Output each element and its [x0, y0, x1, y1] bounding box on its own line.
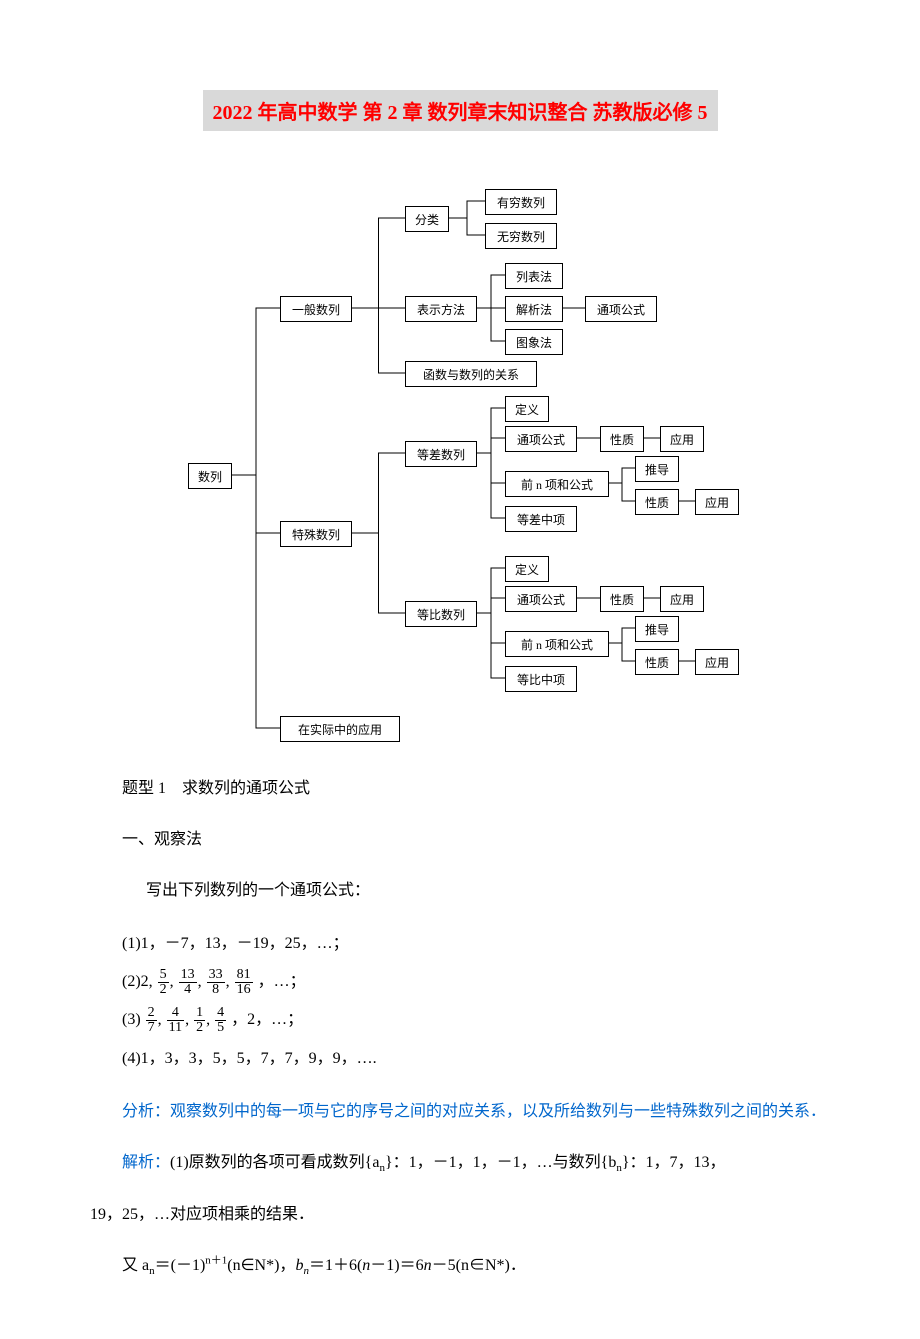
diagram-node: 函数与数列的关系 — [405, 361, 537, 387]
diagram-node: 列表法 — [505, 263, 563, 289]
sequence-1: (1)1，－7，13，－19，25，…； — [122, 925, 830, 963]
fraction: 338 — [207, 968, 225, 997]
diagram-node: 定义 — [505, 556, 549, 582]
title-wrap: 2022 年高中数学 第 2 章 数列章末知识整合 苏教版必修 5 — [90, 90, 830, 151]
example-icon — [122, 883, 140, 901]
sequence-2: (2)2, 52, 134, 338, 8116 ，…； — [122, 963, 830, 1001]
sol3-mid3: －1)＝6 — [370, 1257, 423, 1274]
seq2-prefix: (2)2, — [122, 973, 153, 990]
diagram-node: 表示方法 — [405, 296, 477, 322]
diagram-node: 等差数列 — [405, 441, 477, 467]
diagram-node: 通项公式 — [505, 426, 577, 452]
seq2-suffix: ，…； — [258, 973, 306, 990]
solution-line-3: 又 an＝(－1)n＋1(n∈N*)，bn＝1＋6(n－1)＝6n－5(n∈N*… — [90, 1248, 830, 1283]
diagram-node: 推导 — [635, 616, 679, 642]
diagram-node: 前 n 项和公式 — [505, 631, 609, 657]
diagram-node: 应用 — [660, 586, 704, 612]
diagram-node: 等差中项 — [505, 506, 577, 532]
sol3-pre: 又 a — [122, 1257, 149, 1274]
diagram-node: 特殊数列 — [280, 521, 352, 547]
solution-label: 解析： — [122, 1154, 170, 1171]
sol3-mid2: ＝1＋6( — [309, 1257, 362, 1274]
diagram-node: 性质 — [600, 426, 644, 452]
diagram-node: 前 n 项和公式 — [505, 471, 609, 497]
sequence-3: (3) 27, 411, 12, 45 ，2，…； — [122, 1001, 830, 1039]
fraction: 27 — [146, 1006, 157, 1035]
diagram-node: 等比数列 — [405, 601, 477, 627]
sol3-end: －5(n∈N*)． — [432, 1257, 526, 1274]
diagram-node: 应用 — [695, 649, 739, 675]
analysis-text: 观察数列中的每一项与它的序号之间的对应关系，以及所给数列与一些特殊数列之间的关系… — [170, 1103, 826, 1120]
page-title: 2022 年高中数学 第 2 章 数列章末知识整合 苏教版必修 5 — [203, 90, 718, 131]
document-page: 2022 年高中数学 第 2 章 数列章末知识整合 苏教版必修 5 数列 一般数列… — [0, 0, 920, 1339]
solution-line-1: 解析：(1)原数列的各项可看成数列{an}：1，－1，1，－1，…与数列{bn}… — [90, 1145, 830, 1180]
diagram-node: 定义 — [505, 396, 549, 422]
seq3-suffix: ，2，…； — [231, 1011, 303, 1028]
solution-line-2: 19，25，…对应项相乘的结果． — [90, 1197, 830, 1232]
diagram-node: 有穷数列 — [485, 189, 557, 215]
diagram-node: 数列 — [188, 463, 232, 489]
diagram-node: 应用 — [660, 426, 704, 452]
sequence-4: (4)1，3，3，5，5，7，7，9，9，…. — [122, 1040, 830, 1078]
diagram-node: 应用 — [695, 489, 739, 515]
analysis-label: 分析： — [122, 1103, 170, 1120]
diagram-node: 在实际中的应用 — [280, 716, 400, 742]
solution-text-1b: }：1，－1，1，－1，…与数列{b — [385, 1154, 616, 1171]
diagram-node: 性质 — [600, 586, 644, 612]
topic-heading: 题型 1 求数列的通项公式 — [90, 771, 830, 806]
diagram-node: 图象法 — [505, 329, 563, 355]
diagram-node: 分类 — [405, 206, 449, 232]
sol3-n2: n — [424, 1257, 432, 1274]
diagram-node: 推导 — [635, 456, 679, 482]
solution-text-1c: }：1，7，13， — [622, 1154, 726, 1171]
fraction: 134 — [179, 968, 197, 997]
example-intro-text: 写出下列数列的一个通项公式： — [146, 882, 370, 899]
fraction: 8116 — [235, 968, 253, 997]
diagram-node: 通项公式 — [585, 296, 657, 322]
example-intro: 写出下列数列的一个通项公式： — [90, 873, 830, 908]
fraction: 411 — [167, 1006, 184, 1035]
diagram-node: 等比中项 — [505, 666, 577, 692]
analysis-paragraph: 分析：观察数列中的每一项与它的序号之间的对应关系，以及所给数列与一些特殊数列之间… — [90, 1094, 830, 1129]
knowledge-tree-diagram: 数列 一般数列特殊数列在实际中的应用 分类表示方法函数与数列的关系 有穷数列无穷数列列… — [180, 181, 740, 741]
sol3-mid1: (n∈N*)， — [227, 1257, 295, 1274]
sup-exp: n＋1 — [205, 1255, 227, 1267]
seq3-prefix: (3) — [122, 1011, 141, 1028]
method-heading: 一、观察法 — [90, 822, 830, 857]
fraction: 45 — [215, 1006, 226, 1035]
diagram-node: 性质 — [635, 649, 679, 675]
fraction: 52 — [158, 968, 169, 997]
diagram-node: 通项公式 — [505, 586, 577, 612]
diagram-node: 性质 — [635, 489, 679, 515]
content-section: 题型 1 求数列的通项公式 一、观察法 写出下列数列的一个通项公式： (1)1，… — [90, 771, 830, 1283]
solution-text-1a: (1)原数列的各项可看成数列{a — [170, 1154, 379, 1171]
diagram-node: 一般数列 — [280, 296, 352, 322]
sol3-eq: ＝(－1) — [155, 1257, 206, 1274]
diagram-node: 解析法 — [505, 296, 563, 322]
diagram-node: 无穷数列 — [485, 223, 557, 249]
fraction: 12 — [194, 1006, 205, 1035]
